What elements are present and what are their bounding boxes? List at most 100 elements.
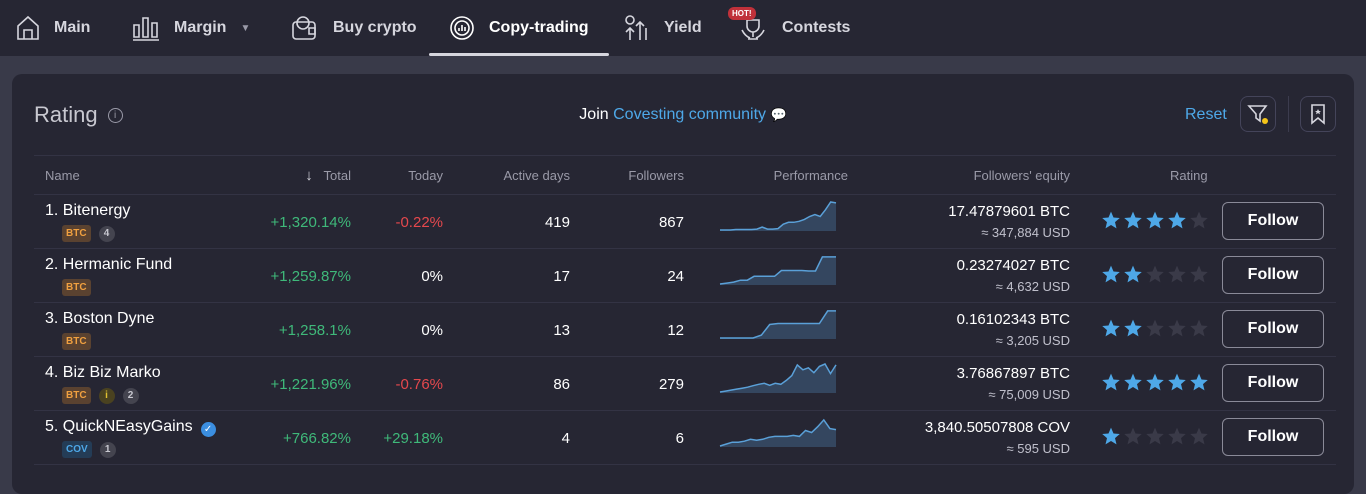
tags: BTC 4 — [62, 225, 115, 242]
nav-label: Contests — [782, 19, 851, 36]
follow-button[interactable]: Follow — [1222, 256, 1324, 294]
table-row[interactable]: 5. QuickNEasyGains ✓ COV 1 +766.82% +29.18… — [34, 411, 1336, 465]
active-days: 13 — [553, 322, 570, 339]
table-row[interactable]: 2. Hermanic Fund BTC +1,259.87% 0% 17 24… — [34, 249, 1336, 303]
active-days: 4 — [561, 430, 570, 447]
equity-usd: ≈ 3,205 USD — [995, 333, 1070, 348]
star-filled-icon — [1124, 211, 1142, 229]
trader-name[interactable]: 2. Hermanic Fund — [45, 256, 172, 274]
today-return: 0% — [421, 268, 443, 285]
star-filled-icon — [1102, 265, 1120, 283]
tags: COV 1 — [62, 441, 116, 458]
follow-button[interactable]: Follow — [1222, 364, 1324, 402]
followers-equity: 0.16102343 BTC — [956, 311, 1070, 328]
bar-chart-icon — [133, 17, 159, 41]
nav-buy-crypto[interactable]: Buy crypto — [291, 0, 417, 56]
star-filled-icon — [1124, 265, 1142, 283]
name-text: Boston Dyne — [62, 310, 155, 327]
table-row[interactable]: 4. Biz Biz Marko BTC i 2 +1,221.96% -0.76%… — [34, 357, 1336, 411]
trader-name[interactable]: 5. QuickNEasyGains ✓ — [45, 418, 216, 437]
sparkline-line — [720, 201, 837, 231]
star-empty-icon — [1168, 319, 1186, 337]
followers-equity: 3.76867897 BTC — [956, 365, 1070, 382]
equity-usd: ≈ 75,009 USD — [988, 387, 1070, 402]
star-rating — [1101, 318, 1209, 338]
active-days: 17 — [553, 268, 570, 285]
star-filled-icon — [1146, 373, 1164, 391]
equity-usd: ≈ 4,632 USD — [995, 279, 1070, 294]
join-community: Join Covesting community 💬 — [312, 106, 1054, 124]
tags: BTC — [62, 333, 91, 350]
trader-name[interactable]: 4. Biz Biz Marko — [45, 364, 161, 382]
nav-contests[interactable]: HOT! Contests — [728, 0, 851, 56]
chat-icon: 💬 — [770, 107, 787, 122]
rank: 2. — [45, 256, 59, 273]
star-filled-icon — [1124, 319, 1142, 337]
rank: 5. — [45, 418, 59, 435]
home-icon — [17, 15, 39, 40]
trader-name[interactable]: 3. Boston Dyne — [45, 310, 154, 328]
star-filled-icon — [1124, 373, 1142, 391]
star-filled-icon — [1102, 427, 1120, 445]
table-row[interactable]: 1. Bitenergy BTC 4 +1,320.14% -0.22% 419 … — [34, 195, 1336, 249]
star-filled-icon — [1102, 373, 1120, 391]
today-return: +29.18% — [383, 430, 443, 447]
rating-panel: Rating i Join Covesting community 💬 Rese… — [12, 74, 1354, 494]
nav-main[interactable]: Main — [16, 0, 90, 56]
performance-sparkline — [719, 256, 836, 285]
count-badge: 1 — [99, 441, 116, 458]
followers-equity: 3,840.50507808 COV — [924, 419, 1070, 436]
community-link[interactable]: Covesting community — [613, 106, 767, 123]
currency-badge: BTC — [62, 225, 91, 242]
rank: 1. — [45, 202, 59, 219]
star-empty-icon — [1190, 427, 1208, 445]
col-name[interactable]: Name — [45, 168, 80, 183]
col-active-days[interactable]: Active days — [503, 168, 570, 183]
col-today[interactable]: Today — [408, 168, 443, 183]
sparkline-line — [719, 256, 836, 285]
sort-arrow-icon: ↓ — [305, 167, 313, 184]
follow-button[interactable]: Follow — [1222, 418, 1324, 456]
warning-badge: i — [98, 387, 115, 404]
total-return: +1,221.96% — [270, 376, 352, 393]
nav-copy-trading[interactable]: Copy-trading — [429, 0, 609, 56]
today-return: 0% — [421, 322, 443, 339]
rank: 4. — [45, 364, 59, 381]
nav-label: Margin — [174, 19, 227, 36]
performance-sparkline — [720, 310, 836, 339]
panel-title: Rating i — [34, 102, 123, 128]
nav-label: Copy-trading — [489, 19, 589, 36]
table-row[interactable]: 3. Boston Dyne BTC +1,258.1% 0% 13 12 0.… — [34, 303, 1336, 357]
nav-yield[interactable]: Yield — [622, 0, 702, 56]
filter-icon — [1247, 105, 1268, 124]
follow-button[interactable]: Follow — [1222, 202, 1324, 240]
col-rating[interactable]: Rating — [1170, 168, 1208, 183]
filter-button[interactable] — [1240, 96, 1276, 132]
followers-equity: 17.47879601 BTC — [948, 203, 1070, 220]
title-text: Rating — [34, 102, 98, 127]
copy-trading-icon — [450, 16, 474, 40]
nav-margin[interactable]: Margin ▼ — [132, 0, 250, 56]
star-rating — [1101, 264, 1209, 284]
bookmark-button[interactable] — [1300, 96, 1336, 132]
follow-button[interactable]: Follow — [1222, 310, 1324, 348]
followers-count: 24 — [667, 268, 684, 285]
info-icon[interactable]: i — [107, 107, 123, 123]
trader-name[interactable]: 1. Bitenergy — [45, 202, 130, 220]
reset-button[interactable]: Reset — [1185, 106, 1227, 123]
col-performance: Performance — [773, 168, 848, 183]
total-return: +1,258.1% — [278, 322, 351, 339]
col-total[interactable]: ↓ Total — [305, 167, 351, 184]
star-empty-icon — [1190, 265, 1208, 283]
star-empty-icon — [1168, 265, 1186, 283]
col-label: Total — [323, 168, 351, 183]
sparkline-line — [719, 418, 837, 447]
total-return: +1,320.14% — [270, 214, 352, 231]
total-return: +766.82% — [283, 430, 351, 447]
currency-badge: BTC — [62, 279, 91, 296]
followers-count: 867 — [658, 214, 684, 231]
sparkline-line — [719, 363, 837, 393]
col-followers[interactable]: Followers — [628, 168, 684, 183]
currency-badge: BTC — [62, 333, 91, 350]
col-followers-equity[interactable]: Followers' equity — [973, 168, 1070, 183]
